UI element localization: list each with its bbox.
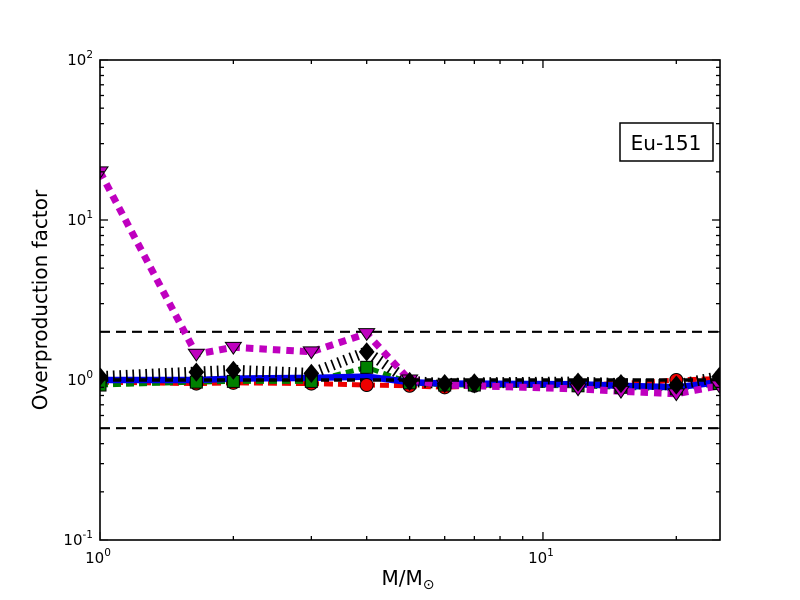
marker-diamond (188, 362, 205, 382)
marker-triangle-down (302, 346, 321, 360)
y-tick-label-1: 101 (67, 209, 93, 229)
marker-triangle-down (224, 341, 243, 356)
marker-diamond (570, 372, 586, 392)
marker-diamond (436, 373, 453, 394)
reference-lines-under (100, 330, 720, 430)
markers-magenta-dashed-triangles (100, 166, 720, 402)
marker-square (100, 378, 107, 392)
y-tick-label-0: 102 (67, 49, 93, 69)
marker-triangle-down (187, 348, 206, 362)
marker-diamond (303, 363, 320, 383)
axis-ticks (99, 59, 720, 541)
x-axis-label: M/M⊙ (382, 566, 435, 593)
marker-diamond (401, 371, 418, 391)
series-magenta-dashed-triangles (100, 170, 720, 398)
x-axis-label-base: M/M (382, 566, 423, 590)
y-axis-label: Overproduction factor (28, 189, 52, 410)
x-tick-label-1: 101 (528, 547, 554, 567)
marker-circle (359, 378, 374, 393)
annotation-label: Eu-151 (631, 131, 702, 155)
marker-triangle-down (357, 328, 376, 342)
series-markers (100, 166, 720, 402)
marker-diamond (225, 360, 242, 380)
markers-black-hatched-diamonds (100, 342, 720, 395)
annotation-frame (619, 122, 714, 162)
marker-diamond (466, 373, 483, 393)
marker-diamond (668, 375, 685, 395)
x-tick-label-0: 100 (85, 547, 111, 567)
marker-triangle-down (100, 166, 109, 180)
annotation-box: Eu-151 (619, 122, 714, 162)
series-lines (100, 170, 720, 398)
marker-diamond (358, 342, 375, 362)
marker-square (360, 360, 374, 374)
y-tick-label-2: 100 (67, 369, 93, 389)
marker-diamond (100, 367, 108, 387)
marker-diamond (613, 373, 629, 394)
solar-mass-icon: ⊙ (423, 577, 435, 593)
y-tick-label-3: 10-1 (63, 529, 93, 549)
